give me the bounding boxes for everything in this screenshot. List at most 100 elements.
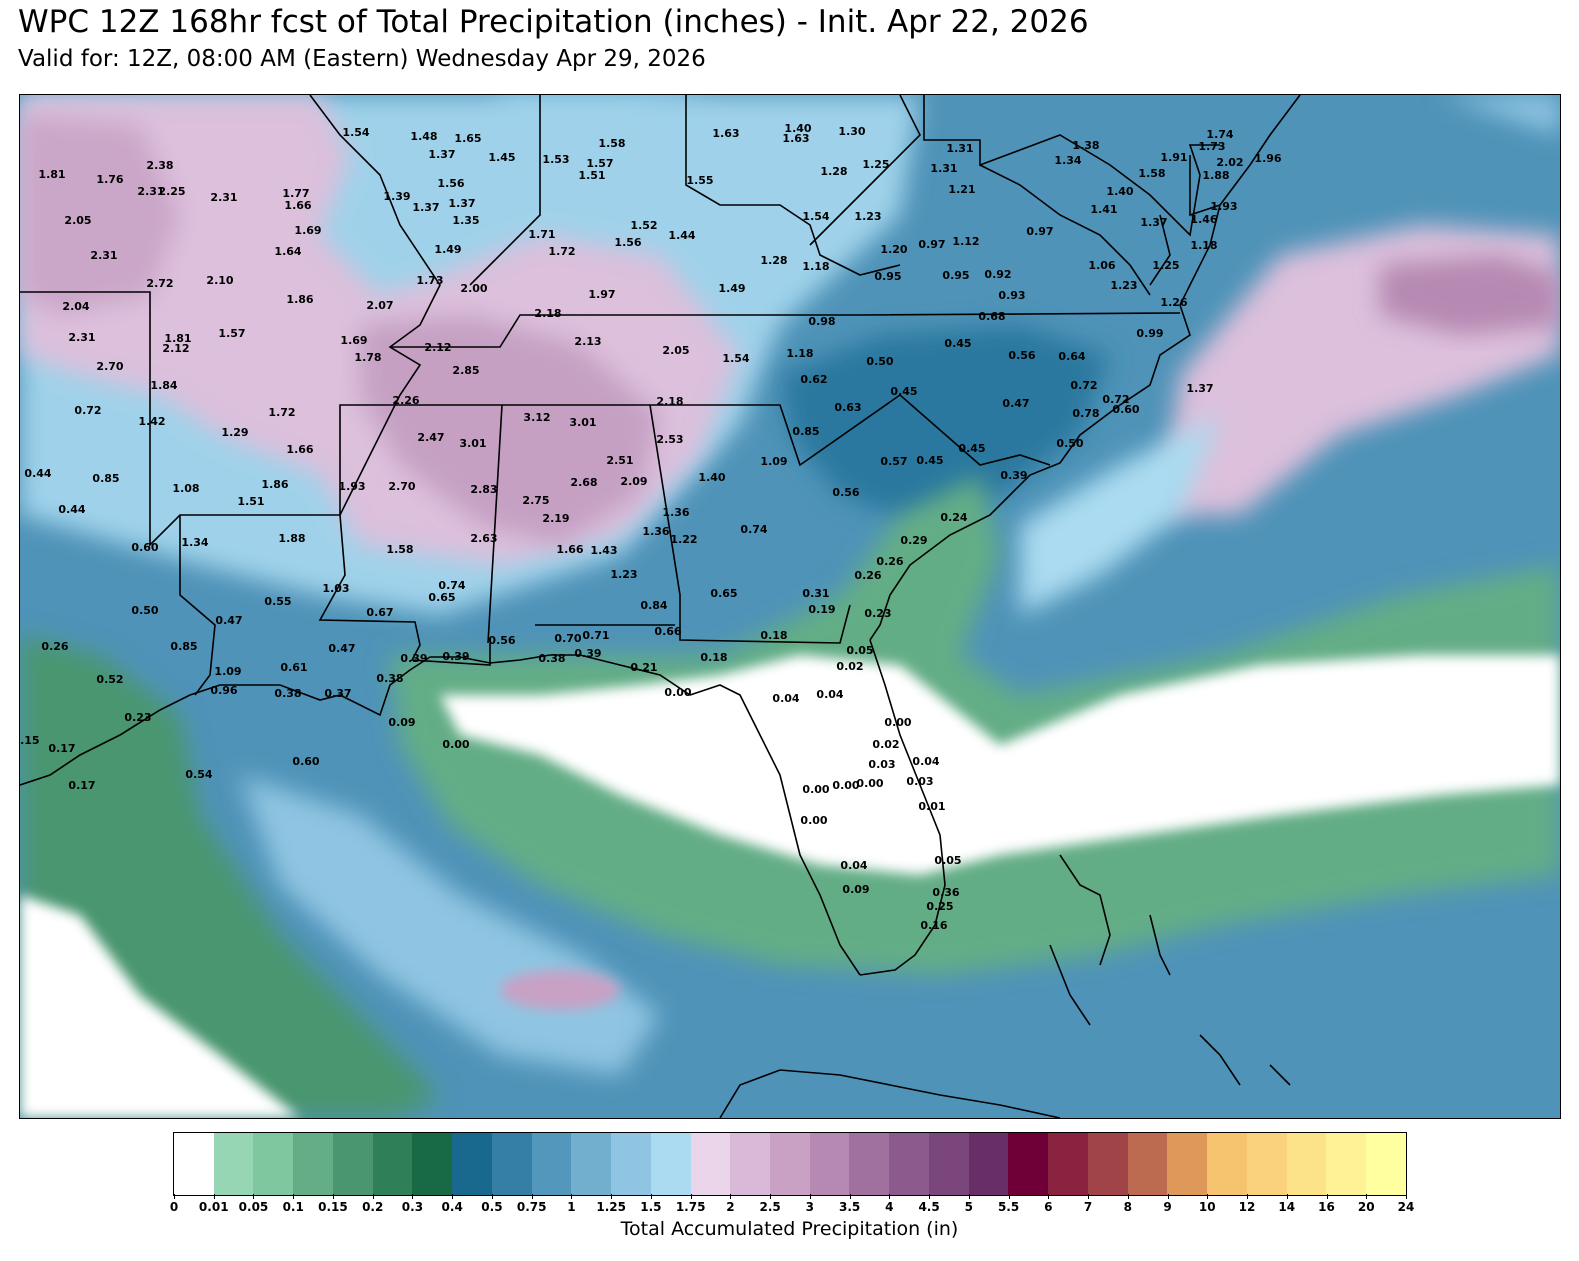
colorbar-tick-mark	[491, 1194, 493, 1199]
precip-value-label: 0.70	[554, 632, 581, 645]
precip-value-label: 1.73	[1198, 140, 1225, 153]
colorbar-tick-mark	[1167, 1194, 1169, 1199]
colorbar-swatch	[293, 1133, 333, 1195]
precip-value-label: 1.71	[528, 228, 555, 241]
precip-value-label: 1.54	[802, 210, 829, 223]
precip-value-label: 2.53	[656, 433, 683, 446]
precip-value-label: 0.39	[400, 652, 427, 665]
precip-value-label: 1.29	[221, 426, 248, 439]
colorbar-tick-mark	[849, 1194, 851, 1199]
precip-value-label: 1.65	[454, 132, 481, 145]
precip-value-label: 1.23	[610, 568, 637, 581]
precip-value-label: 0.24	[940, 511, 967, 524]
precip-value-label: 0.65	[428, 591, 455, 604]
colorbar-tick-mark	[889, 1194, 891, 1199]
map-canvas: 1.54 1.48 1.65 1.581.63 1.401.631.302.381.37…	[20, 95, 1560, 1118]
precip-value-label: 1.84	[150, 379, 177, 392]
precip-value-label: 0.67	[366, 606, 393, 619]
precip-value-label: 0.45	[890, 385, 917, 398]
precip-value-label: 0.60	[1112, 403, 1139, 416]
precip-value-label: 1.53	[542, 153, 569, 166]
precip-value-label: 1.72	[548, 245, 575, 258]
precip-value-label: 2.72	[146, 277, 173, 290]
precip-value-label: 0.74	[438, 579, 465, 592]
colorbar-tick-label: 0.4	[441, 1200, 463, 1214]
colorbar-tick-mark	[1366, 1194, 1368, 1199]
coast-bahamas-1	[1059, 854, 1111, 966]
precip-value-label: 1.06	[1088, 259, 1115, 272]
shading-atlantic-core	[1380, 255, 1560, 335]
precip-value-label: 0.56	[1008, 349, 1035, 362]
precip-value-label: 0.50	[1056, 437, 1083, 450]
colorbar-swatch	[1286, 1133, 1327, 1195]
colorbar-tick-label: 4.5	[918, 1200, 940, 1214]
colorbar-tick-label: 0.05	[238, 1200, 269, 1214]
precip-value-label: 2.05	[662, 344, 689, 357]
precip-value-label: 1.49	[434, 243, 461, 256]
colorbar-swatch	[770, 1133, 810, 1195]
border-va-wv	[979, 164, 1151, 296]
colorbar-tick-mark	[174, 1194, 175, 1199]
colorbar-swatch	[1207, 1133, 1247, 1195]
precip-value-label: 1.45	[488, 151, 515, 164]
precip-value-label: 1.08	[172, 482, 199, 495]
precip-value-label: 2.31	[90, 249, 117, 262]
precip-value-label: 1.35	[452, 214, 479, 227]
colorbar-swatch	[452, 1133, 492, 1195]
precip-value-label: 0.36	[932, 886, 959, 899]
precip-shading	[20, 95, 1560, 1118]
precip-value-label: 1.66	[556, 543, 583, 556]
colorbar-tick-mark	[412, 1194, 414, 1199]
precip-value-label: 1.36	[642, 525, 669, 538]
precip-value-label: 0.85	[170, 640, 197, 653]
colorbar-tick-mark	[730, 1194, 732, 1199]
precip-value-label: 2.70	[96, 360, 123, 373]
precip-value-label: 1.09	[760, 455, 787, 468]
colorbar-tick-mark	[650, 1194, 652, 1199]
precip-value-label: 1.36	[662, 506, 689, 519]
precip-value-label: 0.29	[900, 534, 927, 547]
station-value-labels: 1.54 1.48 1.65 1.581.63 1.401.631.302.381.37…	[20, 122, 1282, 932]
border-oh-pa-md	[923, 95, 1220, 237]
precip-value-label: 1.58	[386, 543, 413, 556]
precip-value-label: 0.26	[41, 640, 68, 653]
precip-value-label: 1.93	[1210, 200, 1237, 213]
colorbar-tick-label: 0.01	[198, 1200, 229, 1214]
precip-value-label: 2.12	[424, 341, 451, 354]
colorbar-swatch	[611, 1133, 651, 1195]
colorbar-tick-mark	[1326, 1194, 1328, 1199]
precip-value-label: 0.54	[185, 768, 212, 781]
precip-value-label: 3.01	[569, 416, 596, 429]
colorbar-tick-label: 3.5	[838, 1200, 861, 1214]
precip-value-label: 0.85	[792, 425, 819, 438]
precip-value-label: 0.95	[874, 270, 901, 283]
colorbar-tick-label: 14	[1278, 1200, 1296, 1214]
river-mississippi	[309, 95, 441, 516]
precip-value-label: 0.39	[442, 650, 469, 663]
precip-value-label: 1.40	[1106, 185, 1133, 198]
precip-value-label: 2.00	[460, 282, 487, 295]
colorbar-swatch	[849, 1133, 890, 1195]
border-tn-ga-sc	[502, 393, 1051, 467]
precip-value-label: 0.98	[808, 315, 835, 328]
precip-value-label: 0.23	[864, 607, 891, 620]
colorbar-tick-label: 0.2	[362, 1200, 384, 1214]
precip-value-label: 0.04	[912, 755, 939, 768]
colorbar-tick-mark	[1048, 1194, 1050, 1199]
precip-value-label: 0.65	[710, 587, 737, 600]
precip-value-label: 1.40	[698, 471, 725, 484]
precip-value-label: 0.92	[984, 268, 1011, 281]
colorbar-tick-label: 1	[567, 1200, 576, 1214]
precip-value-label: 1.52	[630, 219, 657, 232]
map-title: WPC 12Z 168hr fcst of Total Precipitatio…	[18, 4, 1089, 40]
colorbar-tick-mark	[929, 1194, 931, 1199]
shading-west-core	[20, 115, 180, 315]
precip-value-label: 1.26	[1160, 296, 1187, 309]
precip-value-label: 1.97	[588, 288, 615, 301]
colorbar-tick-label: 0.5	[481, 1200, 503, 1214]
colorbar-tick-label: 0	[169, 1200, 179, 1214]
precip-value-label: 1.54	[722, 352, 749, 365]
colorbar-swatch	[928, 1133, 969, 1195]
colorbar-swatch	[1246, 1133, 1287, 1195]
colorbar-swatch	[1008, 1133, 1049, 1195]
